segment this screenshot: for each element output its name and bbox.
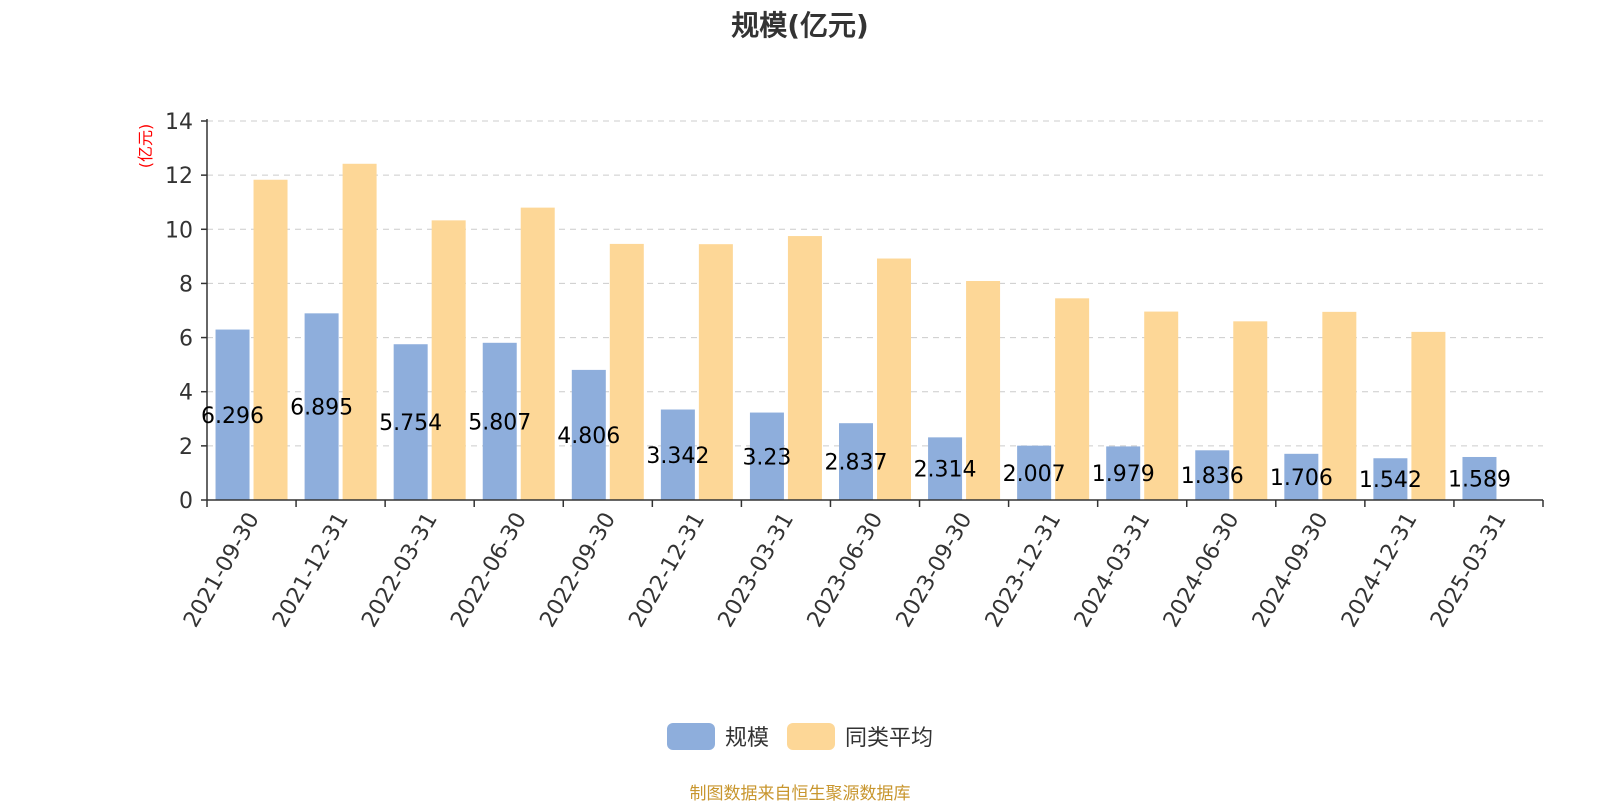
bar-scale	[660, 409, 695, 500]
bar-scale	[215, 329, 250, 500]
x-tick-label: 2021-09-30	[179, 509, 265, 632]
x-tick-label: 2025-03-31	[1426, 509, 1512, 632]
data-label: 1.836	[1181, 464, 1244, 489]
x-tick-label: 2022-12-31	[624, 509, 710, 632]
data-label: 1.979	[1092, 462, 1155, 487]
data-label: 2.837	[825, 451, 888, 476]
x-tick-label: 2024-12-31	[1337, 509, 1423, 632]
bar-category-average	[1055, 298, 1090, 500]
x-tick-label: 2024-09-30	[1248, 509, 1334, 632]
y-axis-label: (亿元)	[136, 124, 155, 169]
x-tick-label: 2023-09-30	[892, 509, 978, 632]
x-tick-label: 2022-06-30	[446, 509, 532, 632]
data-label: 3.23	[742, 445, 791, 470]
bar-scale	[1017, 445, 1052, 500]
chart-title: 规模(亿元)	[731, 9, 869, 42]
data-label: 1.589	[1448, 467, 1511, 492]
legend-label: 同类平均	[845, 726, 934, 751]
bars	[215, 163, 1497, 500]
bar-category-average	[877, 258, 911, 500]
bar-category-average	[698, 244, 733, 500]
x-tick-label: 2024-03-31	[1070, 509, 1156, 632]
bar-scale	[304, 313, 339, 500]
y-tick-label: 14	[165, 110, 193, 135]
bar-category-average	[520, 207, 555, 500]
y-tick-label: 10	[165, 218, 193, 243]
bar-scale	[749, 412, 784, 500]
bar-category-average	[1322, 311, 1357, 500]
data-label: 2.314	[914, 458, 977, 483]
legend-item[interactable]: 同类平均	[787, 720, 933, 752]
y-tick-label: 0	[179, 489, 193, 514]
data-label: 1.706	[1270, 466, 1333, 491]
data-label: 6.296	[201, 404, 264, 429]
bar-scale	[1106, 446, 1141, 500]
y-tick-label: 6	[179, 327, 193, 352]
y-tick-label: 2	[179, 435, 193, 460]
legend-swatch	[787, 722, 835, 750]
x-tick-label: 2023-06-30	[803, 509, 889, 632]
x-tick-label: 2022-09-30	[535, 509, 621, 632]
x-tick-label: 2023-12-31	[981, 509, 1067, 632]
bar-scale	[571, 369, 606, 500]
bar-scale	[1373, 458, 1408, 500]
gridlines	[207, 120, 1543, 447]
bar-category-average	[253, 179, 288, 500]
legend-swatch	[666, 722, 715, 750]
data-label: 5.754	[379, 411, 442, 436]
bar-category-average	[1233, 321, 1268, 500]
bar-category-average	[787, 236, 822, 500]
bar-scale	[482, 342, 517, 500]
y-tick-label: 8	[179, 272, 193, 297]
bar-scale	[928, 437, 963, 500]
bar-category-average	[966, 280, 1001, 500]
data-label: 4.806	[557, 424, 620, 449]
bar-category-average	[431, 220, 466, 500]
data-label: 3.342	[646, 444, 709, 469]
x-tick-label: 2021-12-31	[268, 509, 354, 632]
x-tick-label: 2023-03-31	[714, 509, 800, 632]
data-label: 2.007	[1003, 462, 1066, 487]
source-note: 制图数据来自恒生聚源数据库	[689, 784, 911, 804]
bar-scale	[1195, 450, 1230, 500]
bar-scale	[839, 423, 873, 500]
legend: 规模 同类平均	[0, 720, 1600, 756]
legend-label: 规模	[724, 726, 769, 751]
bar-category-average	[1411, 331, 1446, 500]
data-label: 1.542	[1359, 468, 1422, 493]
y-tick-label: 12	[165, 164, 193, 189]
bar-scale	[1284, 453, 1319, 500]
data-label: 6.895	[290, 396, 353, 421]
x-tick-label: 2024-06-30	[1159, 509, 1245, 632]
y-tick-label: 4	[179, 381, 193, 406]
bar-category-average	[1144, 311, 1179, 500]
bar-category-average	[342, 163, 377, 500]
legend-item[interactable]: 规模	[666, 720, 769, 752]
data-labels: 6.296 6.895 5.754 5.807 4.806 3.342 3.23 2.837 2…	[201, 396, 1511, 493]
bar-scale	[1462, 456, 1497, 500]
bar-category-average	[609, 243, 644, 500]
bar-scale	[393, 344, 428, 500]
data-label: 5.807	[468, 410, 531, 435]
x-tick-label: 2022-03-31	[357, 508, 443, 631]
